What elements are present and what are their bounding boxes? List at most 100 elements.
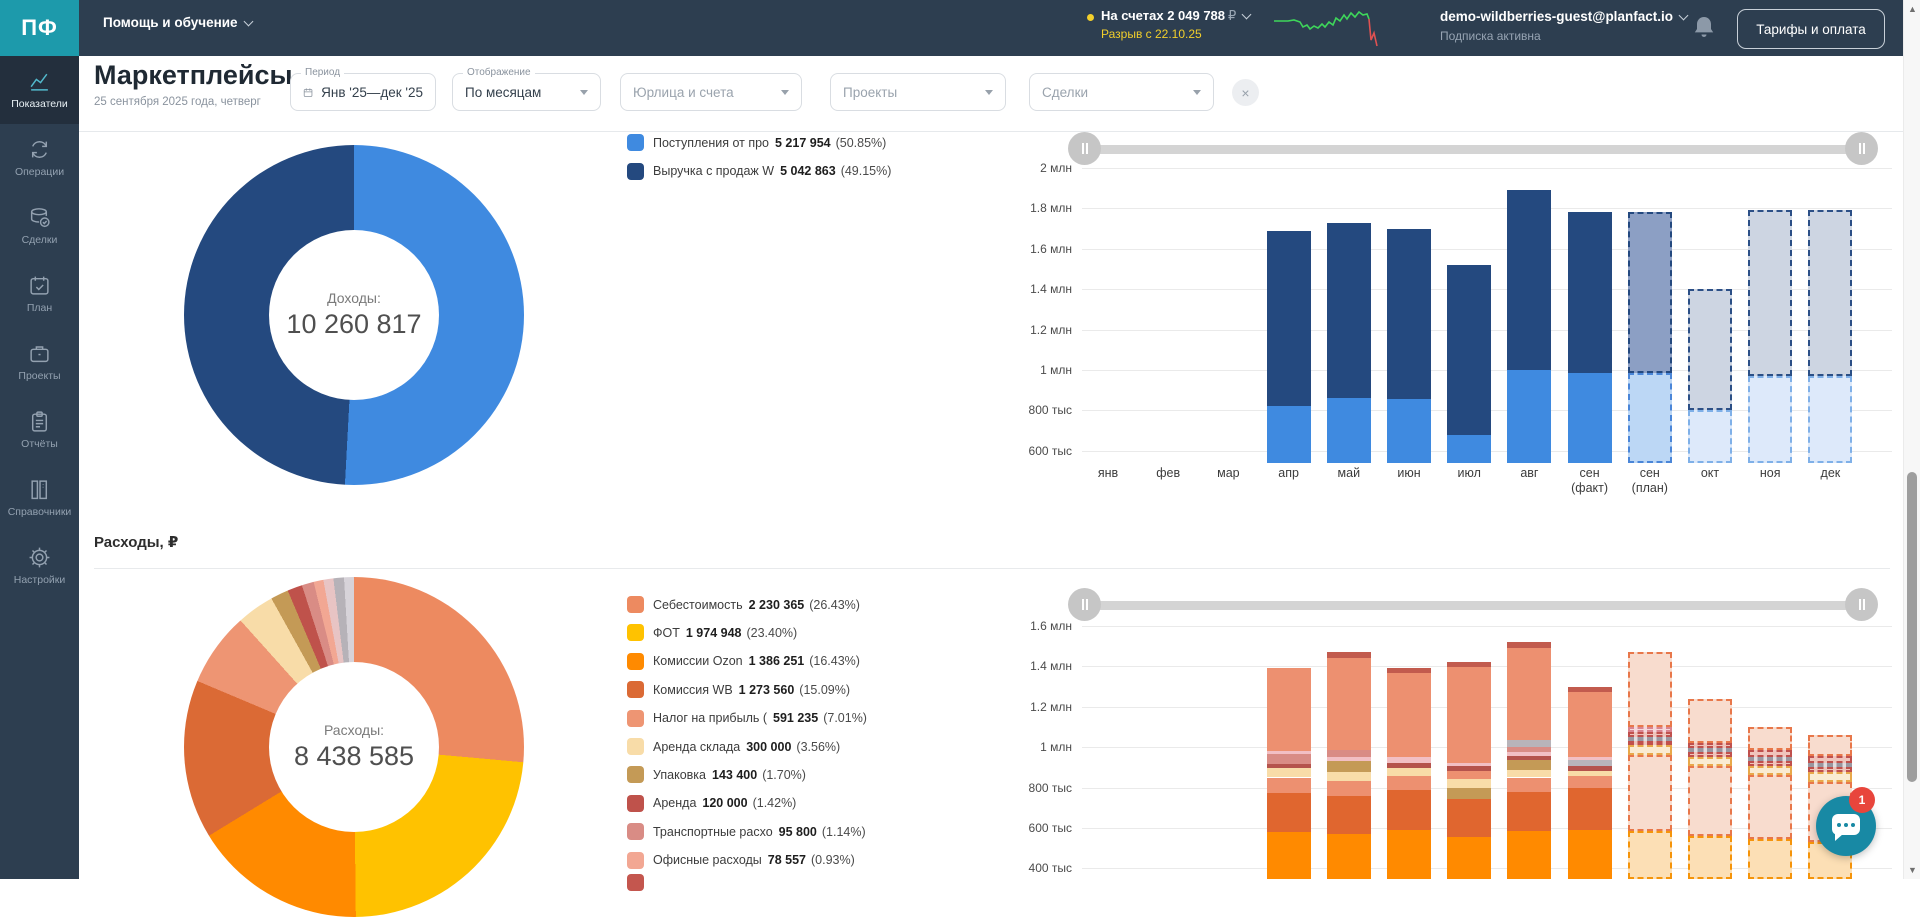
range-slider-handle[interactable] [1845,588,1878,621]
income-donut-chart[interactable]: Доходы: 10 260 817 [184,145,524,485]
legend-item[interactable]: Аренда120 000(1.42%) [627,795,796,812]
scrollbar-thumb[interactable] [1907,472,1917,782]
bar-segment-окт[interactable] [1688,410,1732,463]
bar-segment-ноя[interactable] [1748,757,1792,761]
bar-segment-июн[interactable] [1387,763,1431,768]
bar-segment-июл[interactable] [1447,799,1491,837]
bar-segment-окт[interactable] [1688,743,1732,748]
bar-segment-ноя[interactable] [1748,766,1792,775]
filter-юрлица-и-счета[interactable]: Юрлица и счета [620,73,802,111]
bar-segment-окт[interactable] [1688,766,1732,836]
bar-segment-июл[interactable] [1447,837,1491,879]
bar-segment-май[interactable] [1327,398,1371,463]
bar-segment-ноя[interactable] [1748,761,1792,766]
bar-segment-май[interactable] [1327,658,1371,750]
bell-icon[interactable] [1692,15,1716,41]
legend-item[interactable]: Транспортные расхо95 800(1.14%) [627,823,866,840]
bar-segment-дек[interactable] [1808,763,1852,767]
bar-segment-ноя[interactable] [1748,750,1792,757]
bar-segment-окт[interactable] [1688,836,1732,879]
bar-segment-сен-факт-[interactable] [1568,788,1612,830]
bar-segment-дек[interactable] [1808,756,1852,763]
bar-segment-сен-факт-[interactable] [1568,771,1612,776]
legend-item[interactable]: Аренда склада300 000(3.56%) [627,738,840,755]
filter-период[interactable]: ПериодЯнв '25—дек '25 [290,73,436,111]
bar-segment-авг[interactable] [1507,752,1551,756]
bar-segment-сен-план-[interactable] [1628,373,1672,463]
bar-segment-июл[interactable] [1447,788,1491,799]
bar-segment-апр[interactable] [1267,406,1311,463]
sidebar-item-план[interactable]: План [0,260,79,328]
legend-item[interactable]: ФОТ1 974 948(23.40%) [627,624,797,641]
bar-segment-май[interactable] [1327,796,1371,834]
sidebar-item-проекты[interactable]: Проекты [0,328,79,396]
legend-item[interactable]: Выручка с продаж W5 042 863(49.15%) [627,163,891,180]
legend-item[interactable]: Себестоимость2 230 365(26.43%) [627,596,860,613]
bar-segment-май[interactable] [1327,772,1371,780]
bar-segment-авг[interactable] [1507,747,1551,752]
bar-segment-июн[interactable] [1387,673,1431,757]
bar-segment-июн[interactable] [1387,229,1431,400]
legend-item[interactable]: Поступления от про5 217 954(50.85%) [627,134,886,151]
bar-segment-ноя[interactable] [1748,839,1792,879]
bar-segment-апр[interactable] [1267,751,1311,754]
bar-segment-сен-план-[interactable] [1628,831,1672,879]
bar-segment-июн[interactable] [1387,776,1431,789]
user-account-menu[interactable]: demo-wildberries-guest@planfact.io [1440,9,1687,24]
bar-segment-дек[interactable] [1808,767,1852,772]
bar-segment-авг[interactable] [1507,190,1551,370]
bar-segment-ноя[interactable] [1748,210,1792,376]
bar-segment-авг[interactable] [1507,756,1551,760]
filter-проекты[interactable]: Проекты [830,73,1006,111]
bar-segment-авг[interactable] [1507,740,1551,747]
bar-segment-июн[interactable] [1387,768,1431,776]
bar-segment-апр[interactable] [1267,668,1311,751]
range-slider-handle[interactable] [1845,132,1878,165]
bar-segment-май[interactable] [1327,761,1371,772]
legend-item[interactable]: Комиссия WB1 273 560(15.09%) [627,681,850,698]
bar-segment-июл[interactable] [1447,667,1491,763]
bar-segment-апр[interactable] [1267,754,1311,764]
bar-segment-сен-план-[interactable] [1628,755,1672,831]
sidebar-item-настройки[interactable]: Настройки [0,532,79,600]
bar-segment-апр[interactable] [1267,768,1311,777]
bar-segment-июл[interactable] [1447,662,1491,667]
sidebar-item-показатели[interactable]: Показатели [0,56,79,124]
sidebar-item-справочники[interactable]: Справочники [0,464,79,532]
bar-segment-май[interactable] [1327,652,1371,658]
legend-item[interactable]: Налог на прибыль (591 235(7.01%) [627,710,867,727]
bar-segment-сен-план-[interactable] [1628,212,1672,373]
bar-segment-апр[interactable] [1267,764,1311,768]
legend-item[interactable]: Упаковка143 400(1.70%) [627,766,806,783]
bar-segment-авг[interactable] [1507,770,1551,777]
bar-segment-авг[interactable] [1507,760,1551,770]
bar-segment-июн[interactable] [1387,790,1431,830]
scroll-down-icon[interactable]: ▼ [1904,865,1920,875]
bar-segment-июл[interactable] [1447,771,1491,778]
bar-segment-июл[interactable] [1447,763,1491,766]
bar-segment-сен-факт-[interactable] [1568,830,1612,879]
bar-segment-сен-план-[interactable] [1628,745,1672,755]
expenses-donut-chart[interactable]: Расходы: 8 438 585 [184,577,524,917]
bar-segment-июл[interactable] [1447,435,1491,463]
bar-segment-июн[interactable] [1387,830,1431,879]
bar-segment-июл[interactable] [1447,779,1491,788]
tariffs-button[interactable]: Тарифы и оплата [1737,9,1885,49]
bar-segment-окт[interactable] [1688,289,1732,410]
bar-segment-май[interactable] [1327,223,1371,399]
sidebar-item-операции[interactable]: Операции [0,124,79,192]
bar-segment-сен-план-[interactable] [1628,732,1672,737]
bar-segment-сен-факт-[interactable] [1568,687,1612,692]
bar-segment-дек[interactable] [1808,735,1852,756]
bar-segment-окт[interactable] [1688,699,1732,743]
app-logo[interactable]: ПФ [0,0,79,56]
range-slider-track[interactable] [1093,601,1860,610]
bar-segment-апр[interactable] [1267,832,1311,879]
bar-segment-май[interactable] [1327,757,1371,761]
bar-segment-июл[interactable] [1447,766,1491,771]
help-menu[interactable]: Помощь и обучение [103,15,252,30]
filter-отображение[interactable]: ОтображениеПо месяцам [452,73,601,111]
scrollbar[interactable]: ▲ ▼ [1903,0,1920,879]
range-slider-handle[interactable] [1068,132,1101,165]
bar-segment-июл[interactable] [1447,265,1491,435]
